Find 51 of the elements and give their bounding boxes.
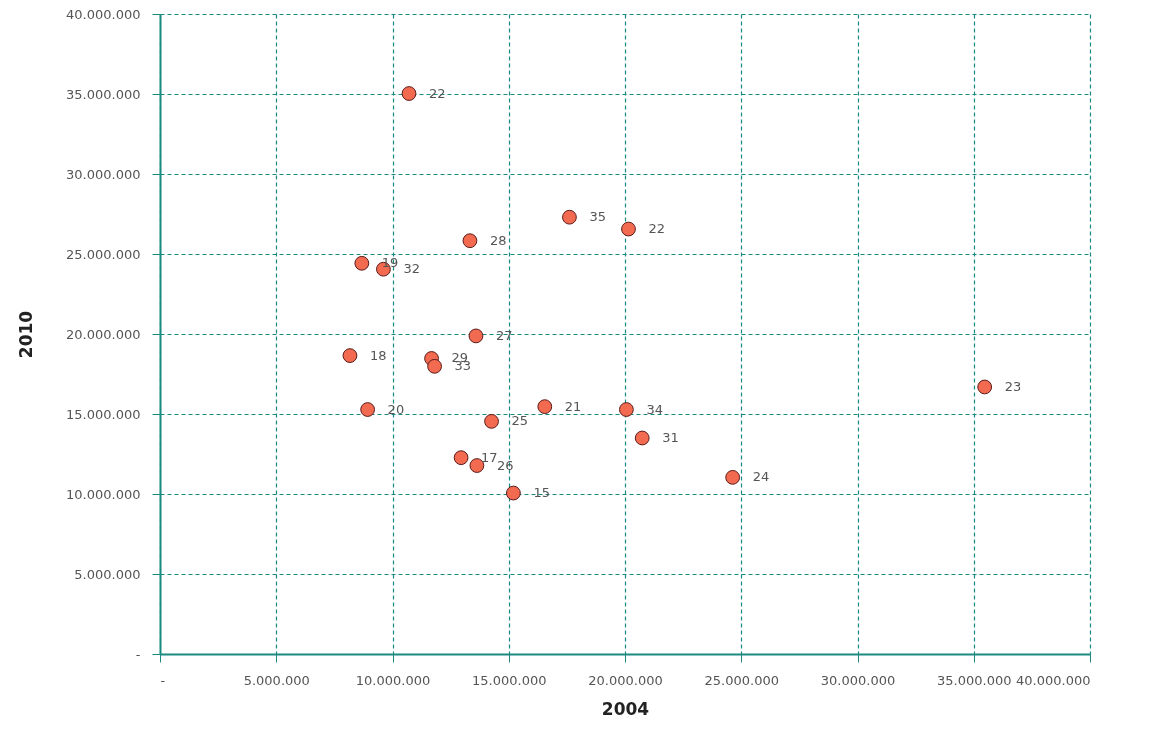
x-tick-label: 30.000.000	[820, 672, 896, 688]
y-tick-label: 15.000.000	[66, 406, 141, 422]
y-tick-label: -	[135, 646, 141, 662]
point	[401, 86, 417, 101]
annotation: 34	[646, 401, 663, 417]
x-tick-label: -	[160, 672, 166, 688]
x-axis-title: 2004	[601, 698, 650, 719]
x-tick-label: 40.000.000	[1016, 672, 1091, 688]
x-tick-label: 35.000.000	[937, 672, 1012, 688]
x-tick-label: 20.000.000	[588, 672, 663, 688]
point	[562, 209, 577, 225]
point	[468, 328, 484, 344]
y-tick-label: 40.000.000	[66, 6, 141, 22]
annotation: 21	[564, 398, 582, 414]
y-axis-title: 2010	[16, 310, 37, 359]
y-tick-label: 20.000.000	[66, 326, 141, 342]
point	[537, 399, 553, 415]
point	[342, 348, 358, 363]
x-tick-label: 10.000.000	[355, 672, 431, 688]
y-tick-label: 5.000.000	[74, 566, 141, 582]
point	[462, 233, 478, 249]
annotation: 26	[496, 457, 514, 473]
y-tick-label: 10.000.000	[66, 486, 141, 502]
point	[621, 221, 636, 237]
point	[977, 379, 993, 395]
x-tick-label: 5.000.000	[243, 672, 310, 688]
point	[354, 255, 370, 271]
point	[453, 450, 469, 466]
annotation: 35	[589, 209, 606, 225]
point	[427, 358, 442, 374]
y-tick-label: 30.000.000	[66, 166, 141, 182]
point	[619, 402, 634, 417]
annotation: 24	[752, 469, 770, 485]
annotation: 18	[369, 347, 387, 363]
point	[506, 485, 521, 501]
annotation: 23	[1004, 378, 1022, 394]
y-tick-label: 35.000.000	[66, 86, 141, 102]
point	[634, 430, 650, 446]
point	[725, 469, 741, 485]
y-tick-label: 25.000.000	[66, 246, 141, 262]
annotation: 22	[648, 221, 666, 237]
annotation: 25	[511, 413, 529, 429]
x-tick-label: 25.000.000	[704, 672, 779, 688]
point	[484, 413, 499, 429]
annotation: 17	[481, 449, 498, 465]
annotation: 32	[403, 261, 420, 277]
annotation: 31	[662, 430, 679, 445]
annotation: 20	[387, 401, 405, 417]
annotation: 28	[489, 232, 507, 248]
point	[360, 402, 376, 417]
x-tick-label: 15.000.000	[472, 672, 547, 688]
